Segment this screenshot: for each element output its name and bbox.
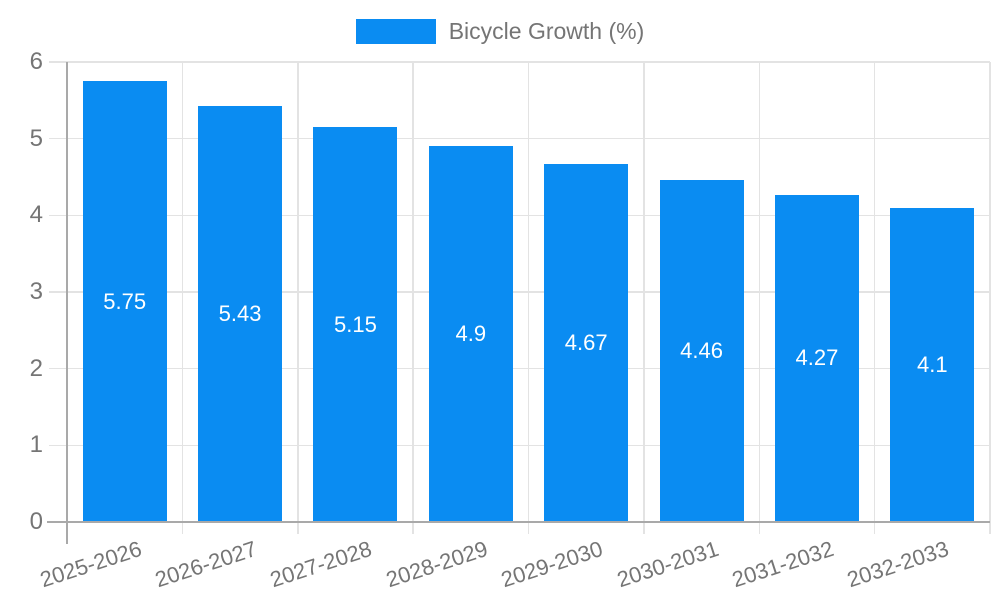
y-axis-label: 0 <box>29 508 43 535</box>
legend-swatch-icon <box>355 19 436 44</box>
bar-value-label: 4.27 <box>795 345 839 371</box>
bar-value-label: 4.1 <box>917 351 948 377</box>
y-axis-tick <box>49 61 67 63</box>
y-axis-tick <box>49 367 67 370</box>
bar[interactable] <box>774 194 859 522</box>
y-axis-tick <box>49 137 67 140</box>
legend-item[interactable]: Bicycle Growth (%) <box>355 18 645 45</box>
gridline-vertical <box>989 62 991 534</box>
legend: Bicycle Growth (%) <box>0 18 1000 45</box>
bar[interactable] <box>544 163 629 522</box>
bar-value-label: 4.67 <box>564 329 608 355</box>
bar[interactable] <box>428 146 513 522</box>
y-axis-label: 6 <box>29 48 43 75</box>
bar-value-label: 5.15 <box>334 311 377 337</box>
y-axis-label: 2 <box>29 354 43 382</box>
bar[interactable] <box>82 81 167 522</box>
gridline-vertical <box>758 62 760 534</box>
bar-value-label: 5.75 <box>103 288 147 314</box>
bar-value-label: 5.43 <box>218 300 262 326</box>
y-axis-tick <box>49 291 67 293</box>
y-axis-tick <box>49 214 67 217</box>
bar-value-label: 4.9 <box>455 321 487 347</box>
legend-label: Bicycle Growth (%) <box>448 18 645 44</box>
y-axis-label: 3 <box>29 278 43 305</box>
y-axis-label: 1 <box>29 431 43 459</box>
bar-value-label: 4.46 <box>680 338 723 364</box>
bar[interactable] <box>313 127 398 522</box>
gridline-vertical <box>643 62 645 534</box>
y-axis-label: 5 <box>29 124 43 152</box>
gridline-vertical <box>181 62 184 534</box>
gridline-vertical <box>297 62 299 534</box>
x-axis-line <box>47 521 990 523</box>
gridline-vertical <box>527 62 530 534</box>
gridline-vertical <box>873 62 876 534</box>
bar[interactable] <box>198 105 283 522</box>
bar[interactable] <box>659 180 744 522</box>
gridline-vertical <box>412 62 414 534</box>
bar[interactable] <box>890 207 975 522</box>
y-axis-label: 4 <box>29 201 43 229</box>
y-axis-tick <box>49 444 67 447</box>
y-axis-line <box>66 62 68 544</box>
